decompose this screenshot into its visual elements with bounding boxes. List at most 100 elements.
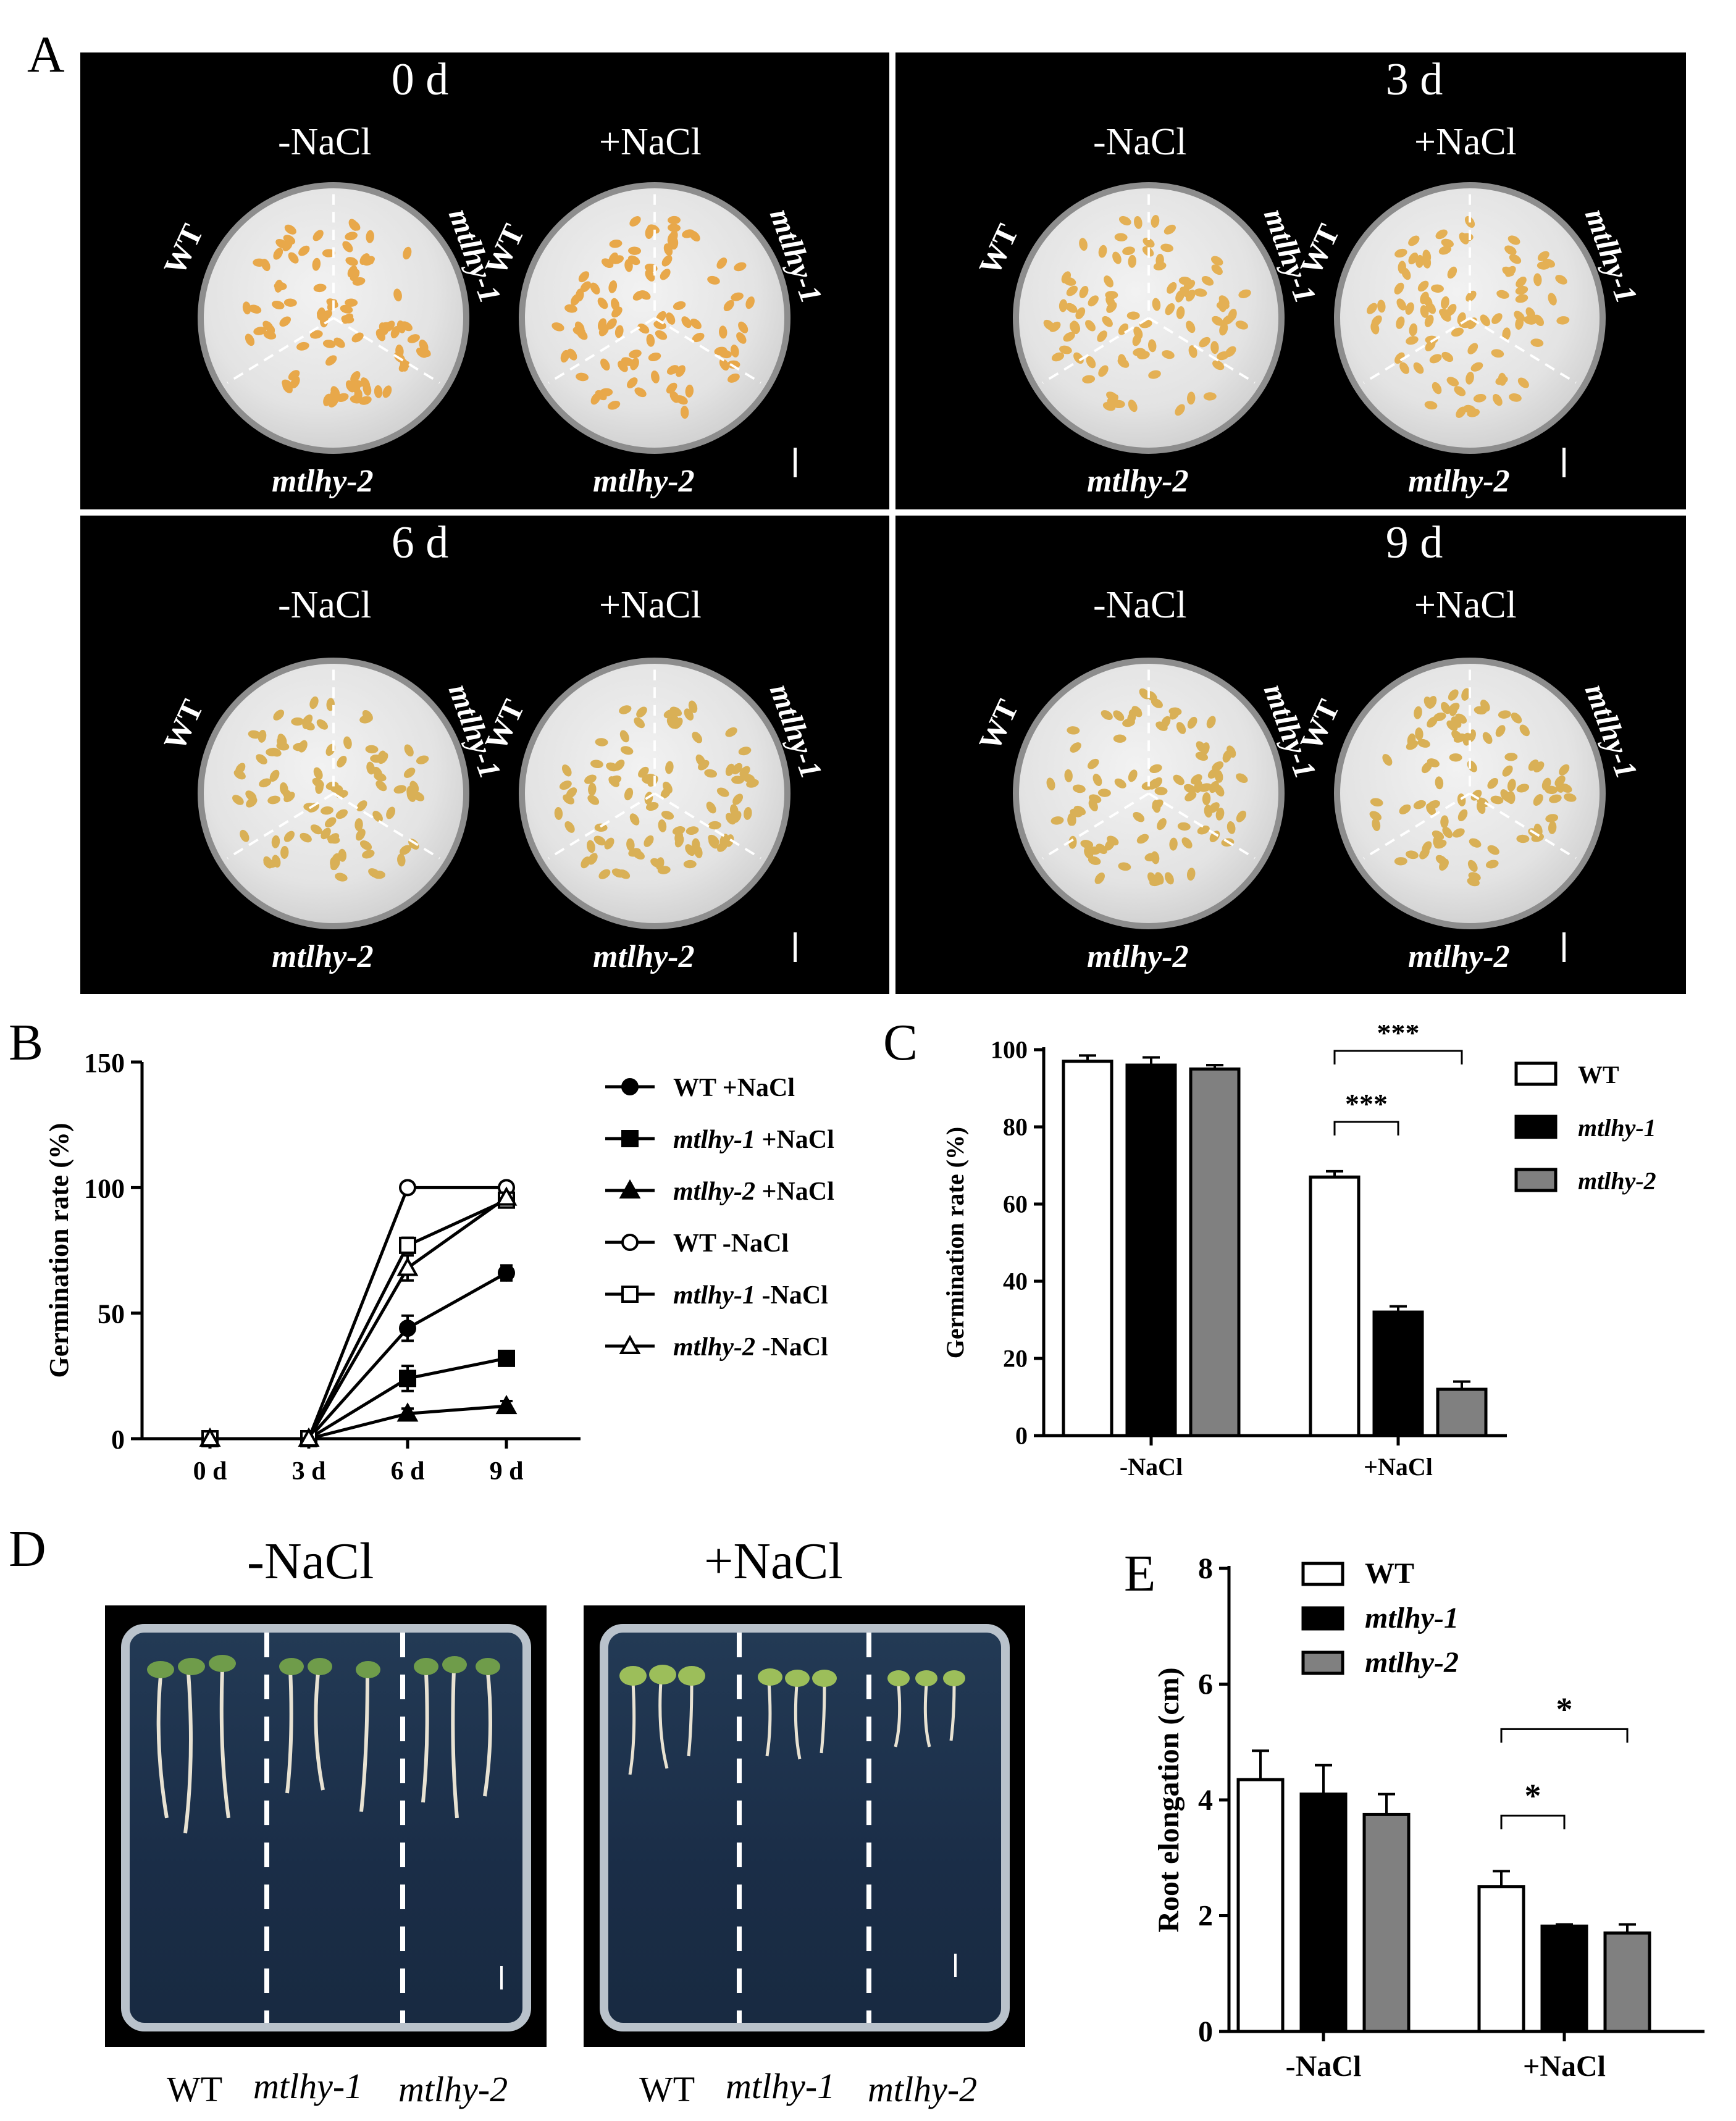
seedling-label-mtlhy1-1: mtlhy-1 <box>253 2066 363 2106</box>
series-mtlhy-1-nacl <box>201 1349 515 1447</box>
x-tick-label-nacl: +NaCl <box>1523 2050 1606 2083</box>
condition-label: -NaCl <box>278 584 372 626</box>
genotype-label-wt: WT <box>156 694 210 756</box>
data-point <box>399 1179 416 1197</box>
y-tick-label: 2 <box>1198 1900 1213 1933</box>
data-point <box>396 1402 419 1422</box>
y-tick-label: 6 <box>1198 1668 1213 1701</box>
y-tick-label: 80 <box>1003 1113 1028 1140</box>
x-tick-label-nacl: +NaCl <box>1364 1453 1433 1481</box>
significance-label: * <box>1525 1777 1541 1814</box>
y-tick-label: 8 <box>1198 1552 1213 1585</box>
panel-letter-a: A <box>27 26 65 83</box>
data-point <box>495 1186 518 1206</box>
series-mtlhy-2-nacl <box>199 1186 518 1447</box>
legend-item-mtlhy-2: mtlhy-2 <box>1301 1646 1459 1679</box>
condition-label: +NaCl <box>1414 121 1517 163</box>
y-tick-label: 100 <box>84 1173 125 1203</box>
legend-marker <box>621 1078 639 1095</box>
data-point <box>399 1320 416 1337</box>
day-label: 0 d <box>391 54 449 105</box>
germination-bar-chart: 0 20 40 60 80 100 Germination rate (%) -NaCl +Na… <box>941 1025 1656 1481</box>
seedling-label-mtlhy1-2: mtlhy-1 <box>726 2066 836 2106</box>
legend-label: mtlhy-1 +NaCl <box>673 1126 834 1154</box>
genotype-label-mtlhy2: mtlhy-2 <box>272 464 374 499</box>
condition-label: -NaCl <box>278 121 372 163</box>
genotype-label-mtlhy2: mtlhy-2 <box>272 939 374 974</box>
series-line <box>210 1404 507 1441</box>
genotype-label-mtlhy2: mtlhy-2 <box>1408 939 1510 974</box>
seedling-condition-plus: +NaCl <box>704 1533 843 1590</box>
series-line <box>210 1186 506 1441</box>
significance-bracket-wt-mtlhy-1: *** <box>1333 1088 1399 1136</box>
germination-line-chart: 0 50 100 150 0 d 3 d 6 d 9 d Germination rate (%… <box>44 1048 834 1486</box>
legend-item-mtlhy-1-nacl: mtlhy-1 +NaCl <box>605 1126 834 1154</box>
bracket-line <box>1500 1728 1629 1743</box>
bar-mtlhy-2-nacl <box>1603 1931 1651 2033</box>
legend-item-mtlhy-1-nacl: mtlhy-1 -NaCl <box>605 1281 828 1310</box>
petri-dish <box>1334 658 1606 929</box>
bar-mtlhy-2-nacl <box>1189 1067 1241 1437</box>
seedling-label-mtlhy2-2: mtlhy-2 <box>868 2069 978 2109</box>
bracket-line <box>1333 1121 1399 1136</box>
seedling-photo-plus <box>584 1605 1025 2047</box>
genotype-label-wt: WT <box>971 219 1025 280</box>
genotype-label-mtlhy2: mtlhy-2 <box>593 464 695 499</box>
legend-swatch <box>1301 1562 1344 1586</box>
seedling-photo-minus <box>105 1605 547 2047</box>
series-line <box>210 1199 508 1441</box>
x-tick-label-0-d: 0 d <box>193 1457 227 1486</box>
scale-bar <box>794 932 797 962</box>
photo-day-1: 3 d -NaCl WT mtlhy-1 mtlhy-2 +NaCl WT mtlhy-1… <box>895 52 1686 509</box>
day-label: 6 d <box>391 517 449 568</box>
series-wt-nacl <box>201 1179 515 1447</box>
legend-swatch <box>1514 1115 1558 1139</box>
seedling-label-wt-1: WT <box>167 2069 223 2109</box>
condition-label: +NaCl <box>599 584 702 626</box>
legend-item-mtlhy-2-nacl: mtlhy-2 +NaCl <box>605 1178 834 1206</box>
scale-bar <box>794 448 797 477</box>
photo-day-0: 0 d -NaCl WT mtlhy-1 mtlhy-2 +NaCl WT mtlhy-1… <box>80 52 889 509</box>
legend-label: mtlhy-1 -NaCl <box>673 1281 828 1310</box>
legend-marker <box>621 1130 639 1147</box>
petri-dish <box>198 658 469 929</box>
condition-label: +NaCl <box>599 121 702 163</box>
petri-dish <box>198 182 469 454</box>
legend-label: mtlhy-2 +NaCl <box>673 1178 834 1206</box>
seedling-label-mtlhy2-1: mtlhy-2 <box>398 2069 508 2109</box>
legend-item-wt-nacl: WT -NaCl <box>605 1229 789 1258</box>
significance-bracket-wt-mtlhy-2: * <box>1500 1691 1629 1743</box>
genotype-label-mtlhy2: mtlhy-2 <box>1408 464 1510 499</box>
legend-label: WT -NaCl <box>673 1229 789 1258</box>
y-tick-label: 0 <box>111 1424 125 1455</box>
scale-bar <box>1562 932 1566 962</box>
day-label: 3 d <box>1385 54 1443 105</box>
data-point <box>399 1236 416 1254</box>
legend-swatch <box>1514 1061 1558 1086</box>
significance-label: *** <box>1345 1088 1388 1119</box>
y-axis-title: Germination rate (%) <box>44 1123 74 1378</box>
legend-item-mtlhy-2-nacl: mtlhy-2 -NaCl <box>605 1333 828 1362</box>
bar-mtlhy-1-nacl <box>1540 1924 1588 2033</box>
x-tick-label-9-d: 9 d <box>490 1457 524 1486</box>
significance-label: *** <box>1377 1025 1420 1048</box>
legend-marker <box>621 1234 639 1251</box>
petri-dish <box>1013 658 1285 929</box>
y-axis-title: Germination rate (%) <box>941 1127 969 1358</box>
legend-marker <box>619 1179 641 1199</box>
bar-wt-nacl <box>1236 1778 1285 2033</box>
x-tick-label-6-d: 6 d <box>391 1457 425 1486</box>
legend-label: mtlhy-1 <box>1578 1114 1656 1142</box>
series-line <box>210 1196 508 1441</box>
significance-bracket-wt-mtlhy-2: *** <box>1333 1025 1463 1065</box>
legend-item-wt-nacl: WT +NaCl <box>605 1074 795 1102</box>
legend-label: WT <box>1578 1061 1619 1089</box>
scale-bar <box>1562 448 1566 477</box>
bar-wt-nacl <box>1477 1885 1525 2033</box>
genotype-label-wt: WT <box>156 219 210 280</box>
genotype-label-mtlhy2: mtlhy-2 <box>593 939 695 974</box>
genotype-label-mtlhy2: mtlhy-2 <box>1087 464 1189 499</box>
y-tick-label: 150 <box>84 1048 125 1078</box>
significance-bracket-wt-mtlhy-1: * <box>1500 1777 1566 1830</box>
legend-item-mtlhy-1: mtlhy-1 <box>1301 1602 1459 1634</box>
